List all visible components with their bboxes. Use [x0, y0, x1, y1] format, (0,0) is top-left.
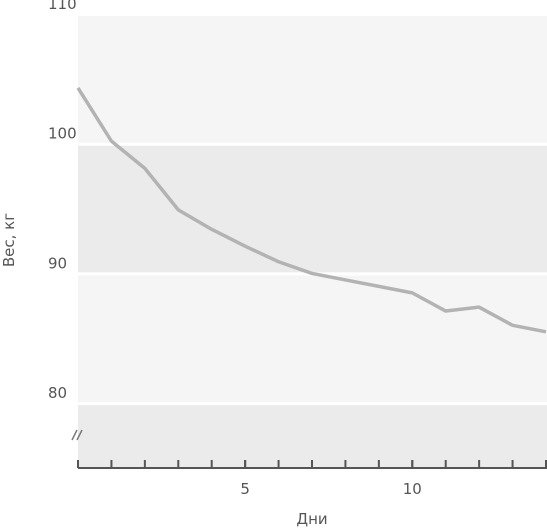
y-axis-label: Вес, кг [0, 213, 18, 267]
data-line [76, 87, 547, 334]
x-tick-label: 5 [240, 480, 250, 498]
y-tick-label: 90 [48, 254, 67, 272]
grid-band [78, 145, 547, 274]
axis-break [71, 429, 83, 441]
x-tick-label: 10 [403, 480, 422, 498]
grid-band [78, 16, 547, 144]
y-tick-label: 110 [48, 0, 77, 13]
y-tick-label: 100 [48, 125, 77, 143]
break-mark [71, 429, 78, 441]
grid-band [78, 275, 547, 404]
y-tick-label: 80 [48, 384, 67, 402]
grid-band [78, 405, 547, 468]
break-mark [76, 429, 83, 441]
x-axis-label: Дни [296, 510, 327, 528]
